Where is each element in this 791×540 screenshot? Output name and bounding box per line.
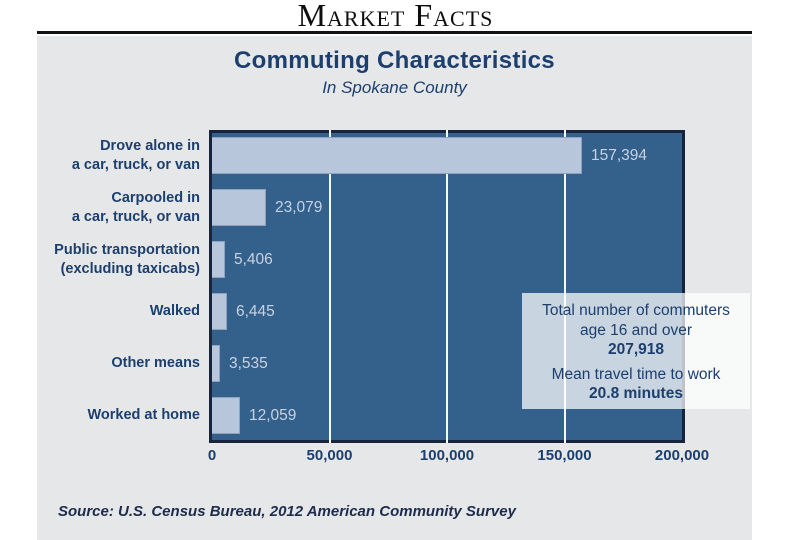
- bar-value-label: 157,394: [591, 147, 648, 164]
- x-tick-label: 200,000: [654, 447, 710, 464]
- gridline: [446, 130, 448, 443]
- category-label: Other means: [111, 355, 200, 372]
- info-line: age 16 and over: [579, 321, 693, 339]
- bar: [212, 293, 227, 330]
- gridline: [328, 130, 331, 443]
- gridline: [563, 130, 566, 443]
- x-tick-label: 150,000: [537, 447, 592, 464]
- info-mean-value: 20.8 minutes: [589, 385, 683, 402]
- bar-value-label: 6,445: [236, 303, 275, 320]
- bar: [212, 137, 582, 174]
- bar: [212, 241, 225, 278]
- category-label: Public transportation (excluding taxicab…: [54, 241, 200, 277]
- info-line: Mean travel time to work: [551, 365, 721, 383]
- source-line: Source: U.S. Census Bureau, 2012 America…: [58, 503, 516, 520]
- bar-value-label: 12,059: [249, 407, 297, 424]
- masthead-title: Market Facts: [297, 0, 494, 33]
- x-tick-label: 50,000: [306, 447, 353, 464]
- category-label: Worked at home: [87, 407, 200, 424]
- bar-value-label: 23,079: [275, 199, 323, 216]
- chart-panel: Commuting Characteristics In Spokane Cou…: [37, 36, 752, 540]
- bar-value-label: 5,406: [234, 251, 273, 268]
- info-line: Total number of commuters: [542, 302, 730, 319]
- x-tick-label: 100,000: [419, 447, 475, 464]
- category-label: Drove alone in a car, truck, or van: [71, 137, 200, 173]
- chart-title: Commuting Characteristics: [234, 47, 555, 74]
- plot-area: 157,394 23,079 5,406 6,445 3,535 12,059: [209, 130, 685, 443]
- category-label: Carpooled in a car, truck, or van: [71, 189, 200, 225]
- x-tick-label: 0: [207, 447, 217, 464]
- category-label: Walked: [149, 303, 200, 320]
- bar-value-label: 3,535: [229, 355, 268, 372]
- info-total-value: 207,918: [607, 341, 665, 358]
- masthead-rule: [37, 31, 752, 34]
- bar: [212, 345, 220, 382]
- x-axis: 0 50,000 100,000 150,000 200,000: [208, 447, 709, 469]
- info-box: Total number of commuters age 16 and ove…: [522, 293, 750, 409]
- bar: [212, 189, 266, 226]
- category-labels: Drove alone in a car, truck, or van Carpo…: [37, 133, 200, 440]
- plot-inner: 157,394 23,079 5,406 6,445 3,535 12,059: [212, 130, 682, 443]
- chart-subtitle: In Spokane County: [322, 78, 467, 97]
- bar: [212, 397, 240, 434]
